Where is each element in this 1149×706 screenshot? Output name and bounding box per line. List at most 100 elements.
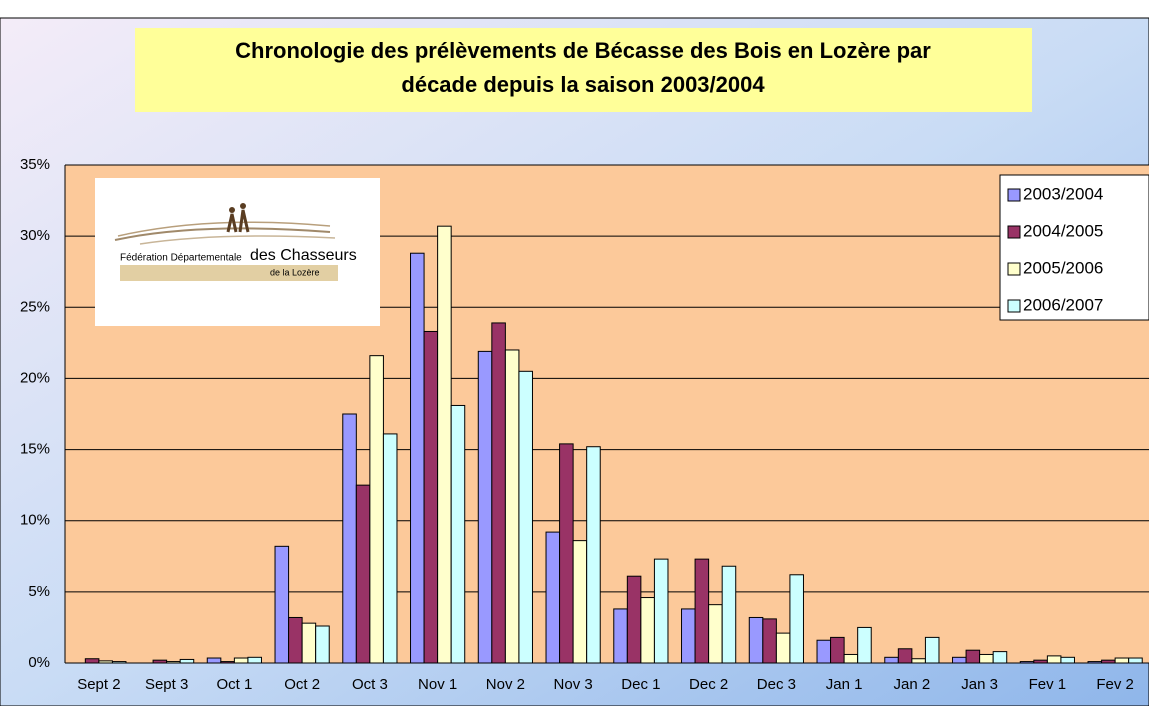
bar bbox=[152, 659, 168, 664]
bar bbox=[247, 656, 262, 664]
bar bbox=[572, 540, 588, 664]
x-tick-label: Dec 2 bbox=[689, 676, 728, 693]
y-tick-label: 20% bbox=[20, 369, 50, 386]
title-box bbox=[135, 28, 1032, 112]
x-tick-label: Dec 3 bbox=[757, 676, 796, 693]
bar bbox=[355, 484, 371, 664]
bar bbox=[1060, 656, 1075, 664]
bar bbox=[518, 370, 533, 664]
bar bbox=[1019, 661, 1035, 664]
x-tick-label: Dec 1 bbox=[621, 676, 660, 693]
bar bbox=[708, 604, 723, 664]
logo: Fédération Départementale des Chasseurs … bbox=[95, 178, 380, 326]
bar bbox=[437, 225, 452, 664]
bar bbox=[911, 658, 926, 664]
bar bbox=[1114, 657, 1130, 664]
legend bbox=[999, 174, 1149, 321]
x-tick-label: Sept 2 bbox=[77, 676, 120, 693]
y-tick-label: 30% bbox=[20, 227, 50, 244]
legend-label: 2003/2004 bbox=[1023, 184, 1103, 203]
x-tick-label: Fev 1 bbox=[1029, 676, 1067, 693]
x-tick-label: Nov 1 bbox=[418, 676, 457, 693]
bar bbox=[748, 616, 764, 664]
bar bbox=[762, 618, 777, 664]
bar bbox=[1101, 659, 1116, 664]
logo-text: des Chasseurs bbox=[250, 247, 357, 264]
x-tick-label: Oct 1 bbox=[216, 676, 252, 693]
bar bbox=[166, 661, 181, 664]
bar bbox=[477, 350, 493, 664]
logo-text: Fédération Départementale bbox=[120, 253, 242, 264]
legend-label: 2004/2005 bbox=[1023, 221, 1103, 240]
bar bbox=[979, 653, 994, 664]
x-tick-label: Jan 2 bbox=[894, 676, 931, 693]
bar bbox=[1128, 657, 1143, 664]
x-tick-label: Oct 3 bbox=[352, 676, 388, 693]
bar bbox=[830, 636, 845, 664]
bar bbox=[206, 657, 222, 664]
bar bbox=[1033, 659, 1048, 664]
legend-swatch bbox=[1007, 262, 1021, 276]
bar bbox=[288, 616, 303, 664]
y-tick-label: 5% bbox=[28, 583, 50, 600]
bar bbox=[274, 545, 290, 664]
y-tick-label: 10% bbox=[20, 512, 50, 529]
bar bbox=[98, 660, 113, 664]
bar bbox=[220, 661, 235, 664]
bar bbox=[410, 252, 425, 664]
bar bbox=[884, 656, 899, 664]
y-tick-label: 0% bbox=[28, 654, 50, 671]
bar bbox=[640, 597, 655, 664]
bar bbox=[504, 349, 520, 664]
bar bbox=[843, 653, 859, 664]
bar bbox=[952, 656, 967, 664]
bar bbox=[721, 565, 737, 664]
legend-swatch bbox=[1007, 188, 1021, 202]
bar bbox=[965, 649, 981, 664]
legend-swatch bbox=[1007, 225, 1021, 239]
bar bbox=[559, 443, 574, 664]
bar bbox=[491, 322, 506, 664]
bar bbox=[315, 625, 330, 664]
bar bbox=[111, 661, 127, 664]
bar bbox=[369, 355, 384, 664]
x-tick-label: Jan 1 bbox=[826, 676, 863, 693]
bar bbox=[1087, 661, 1103, 664]
y-tick-label: 35% bbox=[20, 156, 50, 173]
bar bbox=[857, 626, 872, 664]
bar bbox=[382, 433, 398, 664]
bar bbox=[626, 575, 642, 664]
y-tick-label: 15% bbox=[20, 441, 50, 458]
chart-title: Chronologie des prélèvements de Bécasse … bbox=[235, 38, 931, 63]
bar bbox=[342, 413, 357, 664]
bar bbox=[681, 608, 696, 664]
bar bbox=[897, 648, 913, 664]
logo-text: de la Lozère bbox=[270, 267, 320, 277]
x-tick-label: Oct 2 bbox=[284, 676, 320, 693]
bar bbox=[924, 636, 940, 664]
legend-label: 2006/2007 bbox=[1023, 295, 1103, 314]
bar bbox=[84, 658, 100, 664]
bar bbox=[789, 574, 804, 664]
bar bbox=[301, 622, 317, 664]
legend-label: 2005/2006 bbox=[1023, 258, 1103, 277]
bar bbox=[586, 446, 601, 664]
bar bbox=[775, 632, 791, 664]
bar bbox=[179, 658, 195, 664]
bar bbox=[423, 330, 439, 664]
x-tick-label: Nov 3 bbox=[554, 676, 593, 693]
bar bbox=[613, 608, 628, 664]
bar bbox=[816, 639, 832, 664]
x-tick-label: Sept 3 bbox=[145, 676, 188, 693]
x-tick-label: Nov 2 bbox=[486, 676, 525, 693]
bar bbox=[992, 651, 1008, 664]
bar bbox=[1046, 655, 1062, 664]
chart-subtitle: décade depuis la saison 2003/2004 bbox=[401, 72, 765, 97]
y-tick-label: 25% bbox=[20, 298, 50, 315]
x-tick-label: Jan 3 bbox=[961, 676, 998, 693]
bar bbox=[694, 558, 710, 664]
bar bbox=[545, 531, 561, 664]
bar bbox=[450, 404, 466, 664]
bar bbox=[653, 558, 669, 664]
